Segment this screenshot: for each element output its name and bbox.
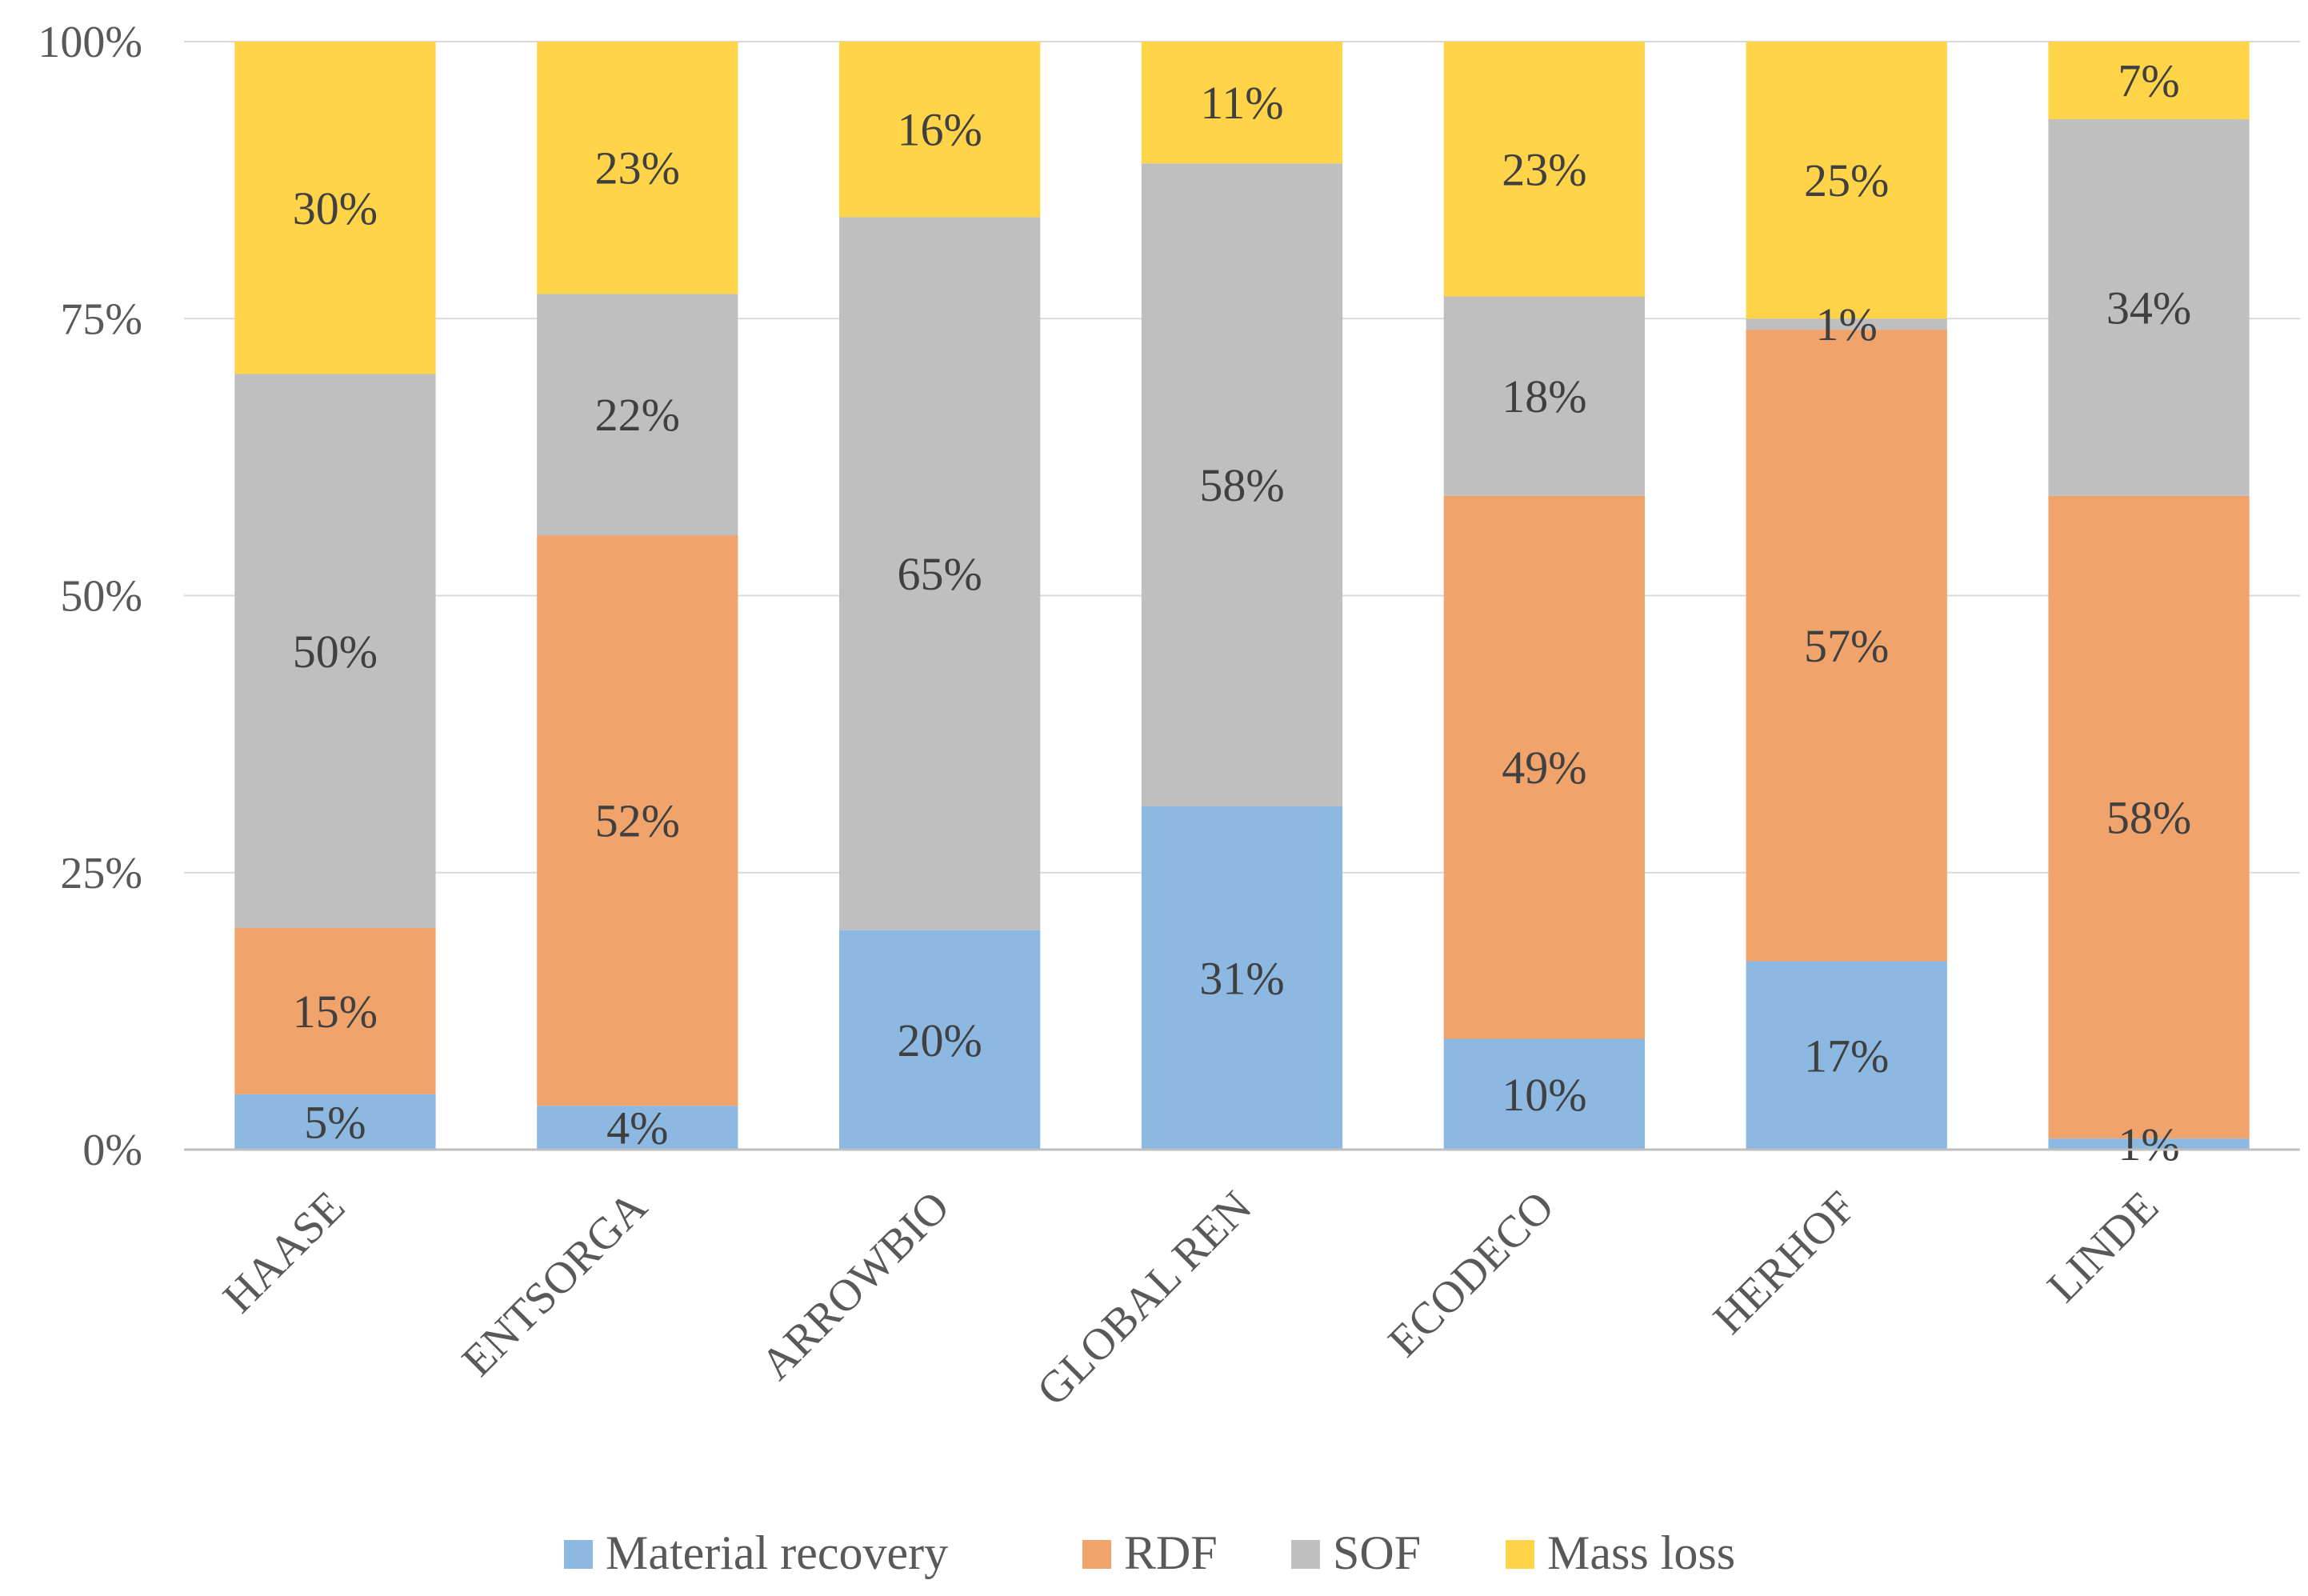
data-label: 34% [2106, 282, 2191, 334]
y-tick-label: 0% [82, 1126, 142, 1175]
bar-segment [537, 294, 738, 536]
bar-segment [1141, 806, 1343, 1150]
legend: Material recovery RDF SOF Mass loss [564, 1526, 1735, 1579]
y-axis-tick-labels: 0% 25% 50% 75% 100% [38, 18, 142, 1175]
y-tick-label: 75% [60, 294, 142, 344]
data-label: 18% [1502, 370, 1586, 422]
data-label: 30% [293, 182, 378, 234]
bar-segment [1443, 42, 1645, 297]
bar-segment [234, 374, 436, 928]
bar-segment [1141, 163, 1343, 806]
legend-swatch [1291, 1540, 1320, 1569]
data-label: 23% [595, 142, 680, 194]
bar-segments [234, 42, 2250, 1150]
data-label: 49% [1502, 742, 1586, 794]
bar-segment [1443, 296, 1645, 496]
data-label: 31% [1199, 952, 1284, 1004]
bar-segment [2048, 495, 2250, 1139]
y-tick-label: 50% [60, 572, 142, 622]
data-label: 50% [293, 626, 378, 678]
bar-segment [2048, 42, 2250, 119]
data-label: 23% [1502, 143, 1586, 195]
bar-segment [234, 42, 436, 374]
data-label: 15% [293, 986, 378, 1038]
x-tick-label: GLOBAL REN [1028, 1182, 1262, 1415]
data-label: 57% [1804, 620, 1889, 672]
bar-segment [1443, 495, 1645, 1039]
x-tick-label: ENTSORGA [453, 1182, 657, 1386]
x-tick-label: LINDE [2038, 1182, 2169, 1312]
y-tick-label: 100% [38, 18, 142, 67]
bar-segment [2048, 118, 2250, 496]
data-label: 52% [595, 795, 680, 847]
x-axis-category-labels: HAASE ENTSORGA ARROWBIO GLOBAL REN ECODECO HE… [214, 1182, 2168, 1415]
bar-segment [234, 1094, 436, 1150]
y-tick-label: 25% [60, 849, 142, 898]
bar-segment [2048, 1138, 2250, 1150]
x-tick-label: HERHOF [1704, 1182, 1866, 1343]
data-label: 65% [897, 548, 982, 600]
bar-segment [234, 928, 436, 1094]
data-label: 1% [1816, 298, 1878, 350]
data-label: 58% [2106, 792, 2191, 844]
data-label: 16% [897, 104, 982, 156]
bar-segment [839, 217, 1041, 930]
data-label: 11% [1200, 77, 1283, 129]
x-tick-label: ECODECO [1379, 1182, 1564, 1366]
data-label: 25% [1804, 154, 1889, 206]
legend-swatch [1506, 1540, 1534, 1569]
bar-segment [839, 42, 1041, 218]
data-label: 10% [1502, 1069, 1586, 1121]
x-tick-label: ARROWBIO [751, 1182, 958, 1389]
legend-label: Material recovery [606, 1526, 948, 1579]
legend-label: Mass loss [1547, 1526, 1735, 1579]
legend-swatch [564, 1540, 593, 1569]
bar-segment [1443, 1038, 1645, 1150]
bar-segment [537, 1106, 738, 1150]
data-label: 20% [897, 1014, 982, 1066]
data-label: 4% [606, 1102, 668, 1154]
bar-segment [1746, 42, 1947, 319]
bar-segment [537, 535, 738, 1106]
bar-segment [839, 930, 1041, 1150]
data-label: 17% [1804, 1030, 1889, 1082]
data-label: 58% [1199, 459, 1284, 511]
data-label: 5% [304, 1096, 366, 1148]
data-labels: 5% 15% 50% 30% 4% 52% 22% 23% 20% 65% 16% 31% 58% 11%… [293, 54, 2191, 1170]
bar-segment [537, 42, 738, 294]
bar-segment [1746, 318, 1947, 330]
legend-label: SOF [1333, 1526, 1421, 1579]
bar-segment [1141, 42, 1343, 164]
legend-swatch [1082, 1540, 1111, 1569]
data-label: 22% [595, 389, 680, 441]
bar-segment [1746, 961, 1947, 1150]
data-label: 7% [2118, 54, 2179, 106]
legend-label: RDF [1124, 1526, 1218, 1579]
bar-segment [1746, 330, 1947, 962]
x-tick-label: HAASE [214, 1182, 354, 1322]
data-label: 1% [2118, 1118, 2179, 1170]
